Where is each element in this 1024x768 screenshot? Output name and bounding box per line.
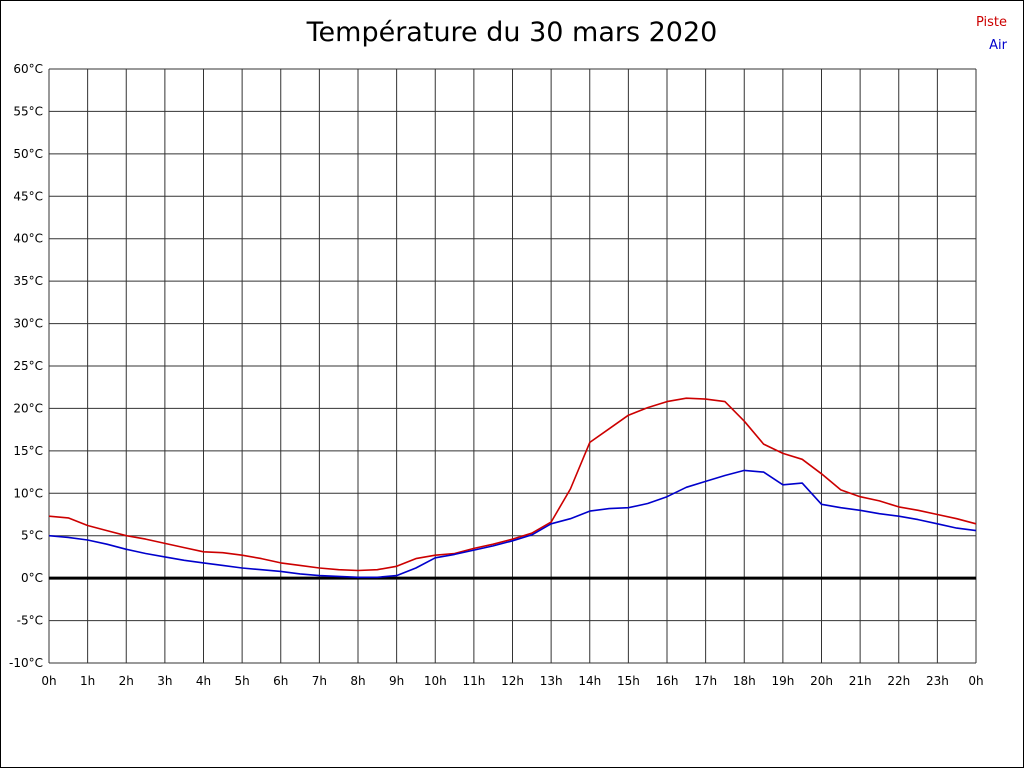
x-tick-label: 22h <box>887 674 910 688</box>
x-tick-label: 15h <box>617 674 640 688</box>
x-tick-label: 23h <box>926 674 949 688</box>
x-tick-label: 16h <box>656 674 679 688</box>
x-tick-label: 2h <box>119 674 134 688</box>
y-tick-label: -5°C <box>17 614 43 628</box>
x-tick-label: 5h <box>235 674 250 688</box>
x-tick-label: 9h <box>389 674 404 688</box>
x-tick-label: 18h <box>733 674 756 688</box>
y-tick-label: -10°C <box>9 656 43 670</box>
y-tick-label: 10°C <box>13 486 43 500</box>
air-series-line <box>48 469 977 579</box>
x-tick-label: 0h <box>968 674 983 688</box>
piste-series-line <box>48 397 977 572</box>
x-tick-label: 21h <box>849 674 872 688</box>
y-tick-label: 50°C <box>13 147 43 161</box>
x-tick-label: 6h <box>273 674 288 688</box>
x-tick-label: 14h <box>578 674 601 688</box>
x-tick-label: 17h <box>694 674 717 688</box>
x-tick-label: 13h <box>540 674 563 688</box>
x-tick-label: 8h <box>350 674 365 688</box>
y-tick-label: 0°C <box>21 571 43 585</box>
x-tick-label: 4h <box>196 674 211 688</box>
y-tick-label: 30°C <box>13 317 43 331</box>
x-tick-label: 12h <box>501 674 524 688</box>
chart-title: Température du 30 mars 2020 <box>306 17 718 48</box>
x-tick-label: 19h <box>771 674 794 688</box>
y-tick-label: 25°C <box>13 359 43 373</box>
x-tick-label: 1h <box>80 674 95 688</box>
y-tick-label: 60°C <box>13 62 43 76</box>
x-tick-label: 3h <box>157 674 172 688</box>
y-tick-label: 45°C <box>13 189 43 203</box>
y-tick-label: 40°C <box>13 232 43 246</box>
y-tick-label: 5°C <box>21 529 43 543</box>
legend: Piste Air <box>976 11 1007 58</box>
x-tick-label: 11h <box>462 674 485 688</box>
y-tick-label: 35°C <box>13 274 43 288</box>
legend-item-piste: Piste <box>975 15 1007 30</box>
y-tick-label: 55°C <box>13 104 43 118</box>
x-tick-label: 0h <box>41 674 56 688</box>
y-tick-label: 20°C <box>13 401 43 415</box>
x-tick-label: 10h <box>424 674 447 688</box>
legend-item-air: Air <box>989 38 1007 54</box>
y-tick-label: 15°C <box>13 444 43 458</box>
x-tick-label: 20h <box>810 674 833 688</box>
x-tick-label: 7h <box>312 674 327 688</box>
